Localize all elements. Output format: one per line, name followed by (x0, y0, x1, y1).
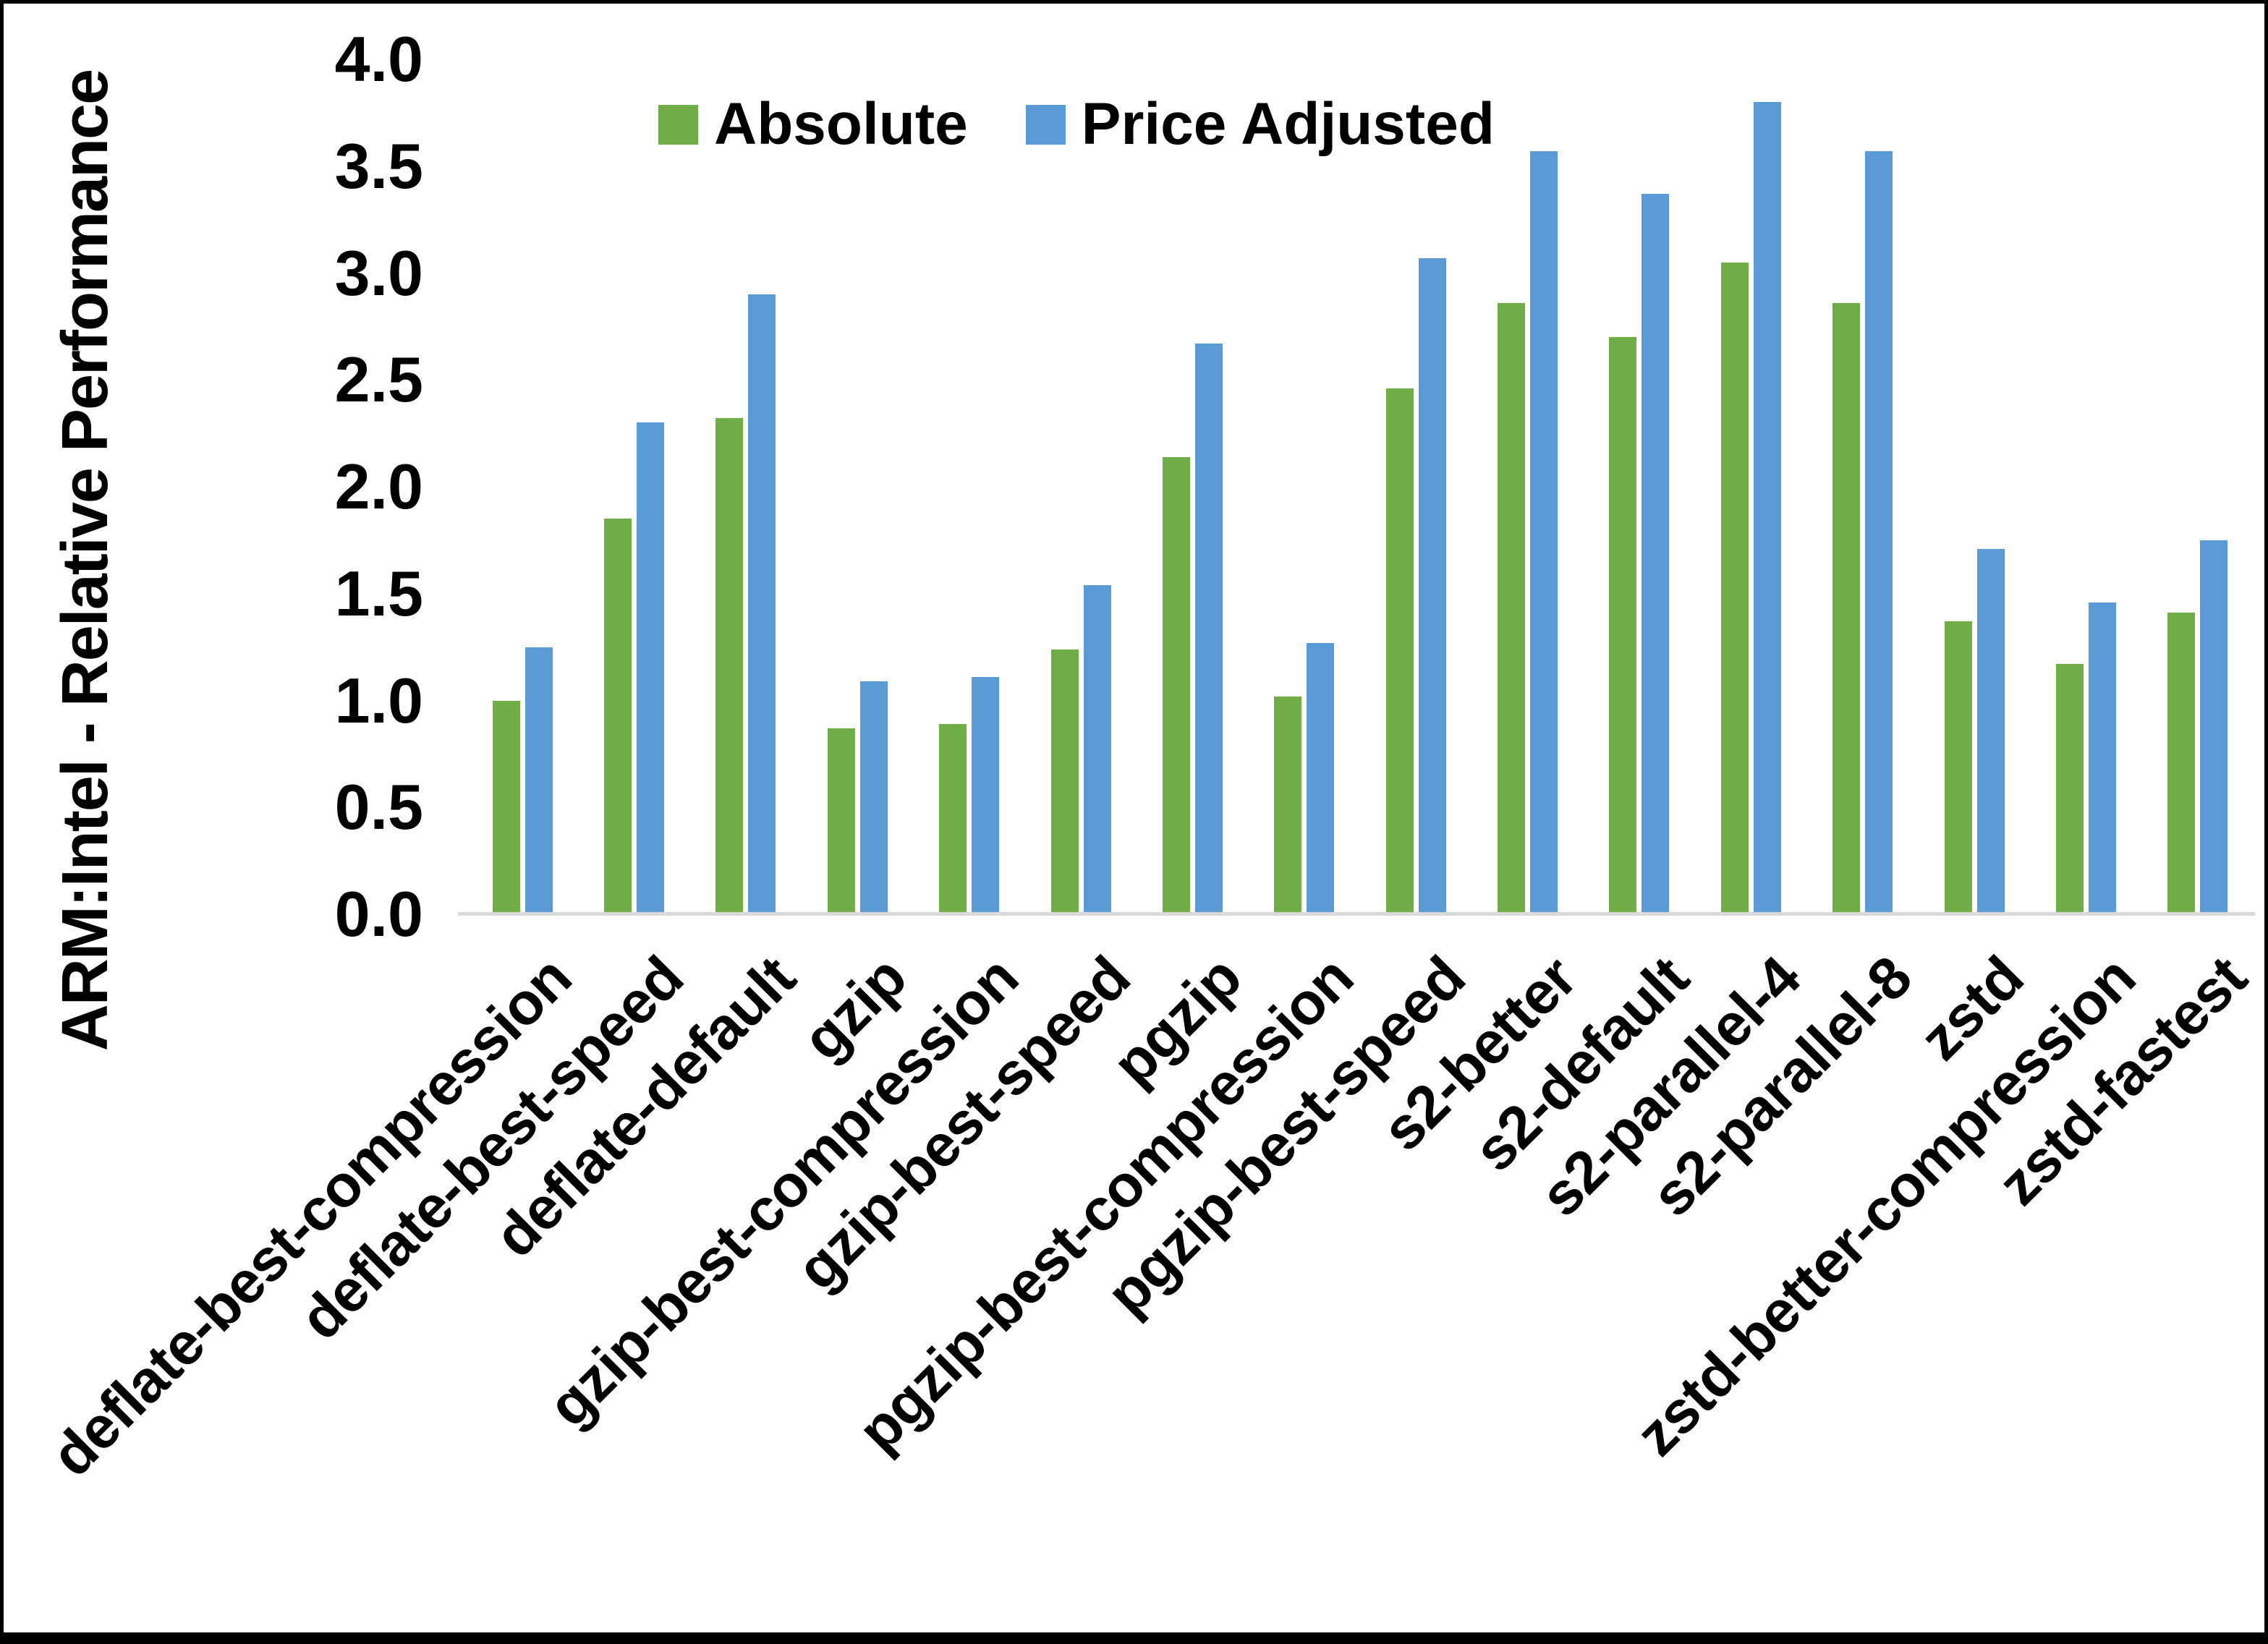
x-axis-line (458, 912, 2255, 916)
bar-absolute-gzip-best-speed (1050, 649, 1079, 914)
bar-price-adjusted-zstd (1976, 548, 2005, 914)
bar-absolute-deflate-best-speed (604, 519, 632, 914)
bar-absolute-s2-default (1609, 337, 1637, 914)
bar-absolute-zstd-fastest (2167, 613, 2196, 914)
bar-price-adjusted-gzip-best-compression (972, 677, 1000, 914)
y-tick-label: 0.5 (334, 771, 423, 843)
y-tick-label: 4.0 (334, 23, 423, 95)
y-axis-title: ARM:Intel - Relative Performance (49, 69, 122, 1052)
bar-absolute-zstd-better-compression (2055, 664, 2084, 914)
plot-area (467, 59, 2254, 914)
legend-label-absolute: Absolute (714, 91, 968, 157)
bar-absolute-gzip (827, 728, 855, 914)
bar-price-adjusted-pgzip-best-speed (1418, 257, 1446, 914)
y-tick-label: 1.5 (334, 557, 423, 629)
bar-absolute-s2-parallel-4 (1720, 262, 1749, 914)
bar-absolute-pgzip-best-speed (1385, 388, 1414, 914)
bar-absolute-pgzip (1162, 456, 1190, 914)
bar-absolute-zstd (1944, 621, 1972, 914)
bar-price-adjusted-s2-default (1641, 194, 1670, 914)
bar-price-adjusted-gzip (859, 681, 888, 914)
bar-price-adjusted-deflate-best-compression (524, 647, 553, 914)
y-tick-label: 2.0 (334, 451, 423, 522)
legend-item-absolute: Absolute (658, 90, 968, 158)
legend-label-price-adjusted: Price Adjusted (1081, 91, 1495, 157)
bar-absolute-pgzip-best-compression (1274, 696, 1302, 914)
bar-absolute-gzip-best-compression (939, 724, 967, 914)
bar-price-adjusted-s2-parallel-4 (1753, 102, 1781, 914)
y-tick-label: 3.0 (334, 237, 423, 309)
y-tick-label: 0.0 (334, 878, 423, 950)
bar-absolute-deflate-best-compression (492, 700, 520, 914)
legend-item-price-adjusted: Price Adjusted (1025, 90, 1495, 158)
legend-swatch-price-adjusted (1025, 104, 1066, 145)
bar-absolute-s2-better (1498, 302, 1526, 914)
bar-price-adjusted-deflate-default (748, 294, 776, 914)
bar-price-adjusted-pgzip (1194, 344, 1223, 914)
y-tick-label: 2.5 (334, 344, 423, 416)
bar-price-adjusted-s2-better (1530, 151, 1558, 914)
bar-absolute-s2-parallel-8 (1832, 302, 1861, 914)
y-tick-label: 1.0 (334, 664, 423, 736)
bar-price-adjusted-gzip-best-speed (1083, 584, 1111, 914)
bar-price-adjusted-s2-parallel-8 (1865, 151, 1893, 914)
bar-price-adjusted-zstd-better-compression (2088, 602, 2116, 914)
legend: Absolute Price Adjusted (658, 90, 1495, 158)
bar-price-adjusted-deflate-best-speed (637, 422, 665, 914)
bar-price-adjusted-pgzip-best-compression (1307, 642, 1335, 914)
bar-absolute-deflate-default (715, 418, 744, 914)
legend-swatch-absolute (658, 104, 698, 145)
bar-price-adjusted-zstd-fastest (2200, 540, 2228, 914)
y-tick-label: 3.5 (334, 129, 423, 202)
